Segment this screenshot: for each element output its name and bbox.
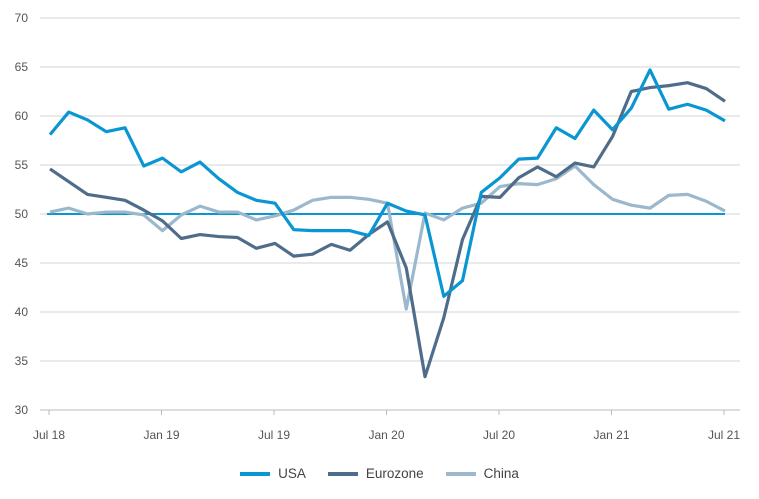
y-tick-label: 30 (15, 403, 29, 417)
series-line-china (49, 164, 726, 311)
legend-item-eurozone: Eurozone (327, 466, 424, 481)
y-tick-label: 60 (15, 109, 29, 123)
y-tick-label: 35 (15, 354, 29, 368)
x-tick-label: Jan 19 (143, 428, 179, 442)
legend-swatch (327, 471, 358, 476)
series-line-eurozone (49, 81, 726, 379)
x-tick-label: Jul 20 (483, 428, 515, 442)
y-tick-label: 40 (15, 305, 29, 319)
legend-label: Eurozone (365, 466, 424, 481)
y-tick-label: 65 (15, 60, 29, 74)
series-line-usa (48, 68, 726, 298)
x-tick-label: Jul 18 (33, 428, 65, 442)
legend-item-china: China (445, 466, 519, 481)
line-chart: 30 35 40 45 50 55 60 65 70 Jul 18 Jan 19 Jul 19 Jan … (15, 11, 741, 442)
y-tick-label: 70 (15, 11, 29, 25)
legend-label: USA (278, 466, 306, 481)
x-tick-label: Jul 21 (708, 428, 740, 442)
legend-label: China (483, 466, 519, 481)
x-tick-label: Jul 19 (258, 428, 290, 442)
x-tick-label: Jan 21 (593, 428, 629, 442)
legend-swatch (445, 471, 476, 476)
legend-swatch (240, 471, 271, 476)
y-tick-label: 50 (15, 207, 29, 221)
legend: USA Eurozone China (0, 466, 759, 481)
legend-item-usa: USA (240, 466, 306, 481)
y-tick-label: 55 (15, 158, 29, 172)
x-tick-label: Jan 20 (368, 428, 404, 442)
y-tick-label: 45 (15, 256, 29, 270)
